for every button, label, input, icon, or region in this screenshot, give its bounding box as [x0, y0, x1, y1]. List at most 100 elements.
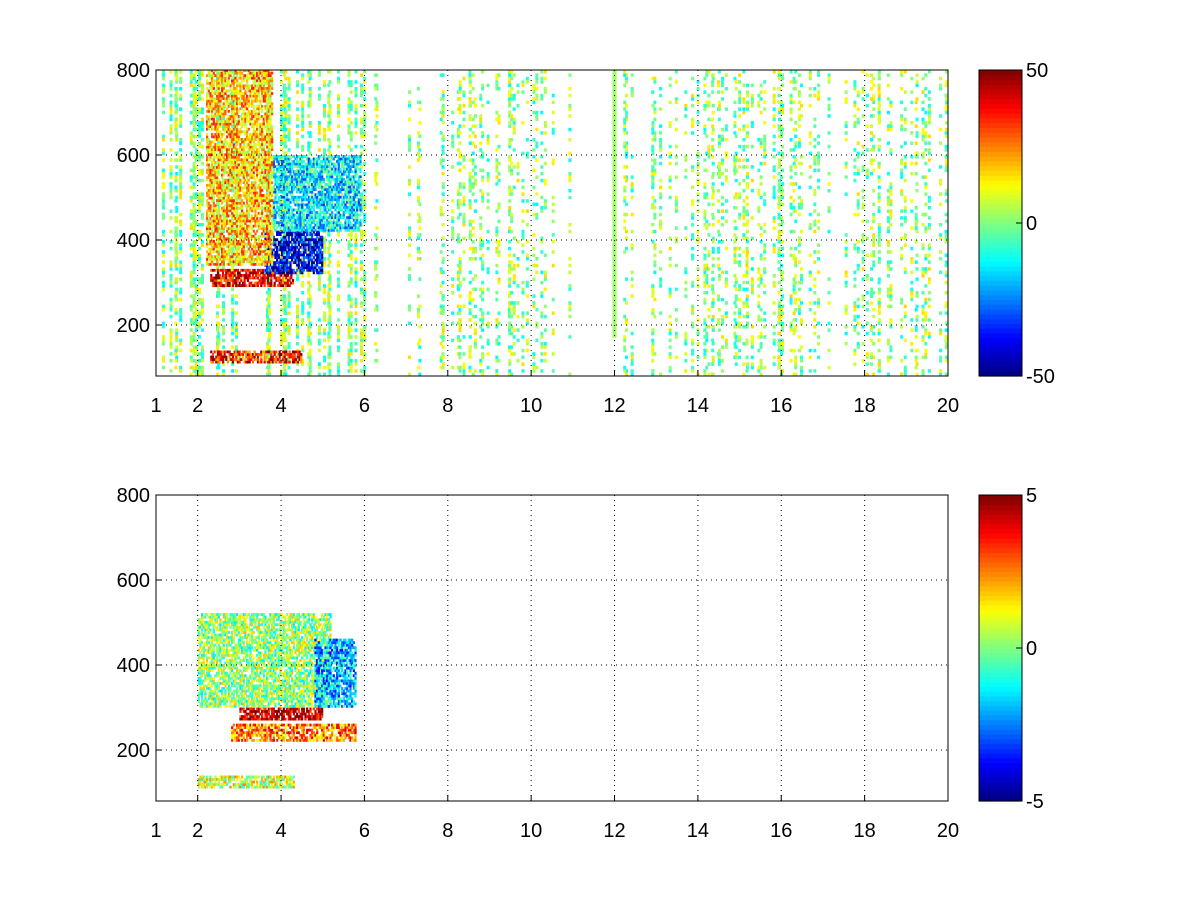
- heatmap-cell: [175, 107, 179, 111]
- heatmap-cell: [284, 134, 288, 139]
- heatmap-cell: [872, 144, 876, 149]
- heatmap-cell: [742, 304, 746, 309]
- heatmap-cell: [927, 216, 931, 220]
- heatmap-cell: [175, 335, 179, 339]
- heatmap-cell: [174, 348, 178, 353]
- heatmap-cell: [282, 294, 286, 298]
- heatmap-cell: [659, 195, 663, 200]
- heatmap-cell: [856, 172, 860, 176]
- heatmap-cell: [856, 199, 860, 203]
- heatmap-cell: [189, 212, 193, 217]
- heatmap-cell: [197, 369, 201, 373]
- heatmap-cell: [800, 301, 804, 305]
- heatmap-cell: [777, 260, 781, 264]
- feature-cell: [261, 268, 265, 272]
- heatmap-cell: [781, 253, 785, 258]
- heatmap-cell: [359, 338, 363, 343]
- heatmap-cell: [525, 100, 529, 105]
- heatmap-cell: [375, 114, 379, 118]
- heatmap-cell: [691, 338, 695, 343]
- heatmap-cell: [877, 287, 881, 292]
- heatmap-cell: [696, 209, 700, 213]
- heatmap-cell: [914, 141, 918, 145]
- heatmap-cell: [651, 311, 655, 315]
- feature-cell: [258, 279, 261, 282]
- heatmap-cell: [551, 131, 555, 135]
- heatmap-cell: [497, 73, 501, 77]
- heatmap-cell: [174, 216, 178, 220]
- heatmap-cell: [231, 189, 235, 193]
- heatmap-cell: [551, 297, 555, 302]
- heatmap-cell: [733, 240, 737, 244]
- feature-cell: [266, 276, 270, 280]
- feature-cell: [226, 279, 230, 282]
- heatmap-cell: [295, 321, 299, 326]
- heatmap-cell: [192, 365, 196, 370]
- heatmap-cell: [844, 253, 848, 258]
- heatmap-cell: [416, 342, 420, 346]
- heatmap-cell: [234, 369, 238, 373]
- heatmap-cell: [192, 144, 196, 149]
- heatmap-cell: [877, 107, 881, 111]
- heatmap-cell: [508, 308, 512, 312]
- heatmap-cell: [468, 308, 472, 312]
- heatmap-cell: [797, 348, 801, 353]
- heatmap-cell: [889, 321, 893, 326]
- heatmap-cell: [481, 134, 485, 139]
- heatmap-cell: [468, 280, 472, 285]
- heatmap-cell: [746, 304, 750, 309]
- heatmap-cell: [512, 342, 516, 346]
- heatmap-cell: [877, 233, 881, 237]
- heatmap-cell: [733, 124, 737, 128]
- heatmap-cell: [772, 97, 776, 101]
- heatmap-cell: [817, 342, 821, 346]
- heatmap-cell: [711, 76, 715, 81]
- heatmap-cell: [763, 202, 767, 207]
- heatmap-cell: [794, 219, 798, 224]
- heatmap-cell: [349, 359, 353, 363]
- heatmap-cell: [192, 100, 196, 105]
- heatmap-cell: [265, 308, 269, 312]
- heatmap-cell: [750, 93, 754, 98]
- heatmap-cell: [927, 223, 931, 227]
- heatmap-cell: [194, 175, 198, 179]
- heatmap-cell: [349, 342, 353, 346]
- heatmap-cell: [800, 321, 804, 326]
- heatmap-cell: [508, 93, 512, 98]
- heatmap-cell: [813, 331, 817, 336]
- heatmap-cell: [844, 131, 848, 135]
- heatmap-cell: [653, 253, 657, 258]
- heatmap-cell: [308, 365, 312, 370]
- heatmap-cell: [535, 202, 539, 207]
- heatmap-cell: [651, 195, 655, 200]
- heatmap-cell: [194, 338, 198, 343]
- heatmap-cell: [653, 246, 657, 251]
- heatmap-cell: [525, 348, 529, 353]
- heatmap-cell: [374, 359, 378, 363]
- heatmap-cell: [924, 318, 928, 322]
- heatmap-cell: [307, 250, 311, 254]
- heatmap-cell: [495, 318, 499, 322]
- heatmap-cell: [889, 294, 893, 298]
- heatmap-cell: [745, 355, 749, 360]
- heatmap-cell: [551, 127, 555, 132]
- heatmap-cell: [510, 308, 514, 312]
- heatmap-cell: [216, 117, 220, 122]
- heatmap-cell: [856, 321, 860, 326]
- heatmap-cell: [174, 250, 178, 254]
- heatmap-cell: [870, 87, 874, 91]
- heatmap-cell: [853, 301, 857, 305]
- heatmap-cell: [535, 212, 539, 217]
- heatmap-cell: [886, 97, 890, 101]
- heatmap-cell: [924, 175, 928, 179]
- heatmap-cell: [865, 93, 869, 98]
- heatmap-cell: [508, 80, 512, 84]
- heatmap-cell: [568, 189, 572, 193]
- heatmap-cell: [473, 338, 477, 343]
- heatmap-cell: [194, 155, 198, 159]
- heatmap-cell: [877, 192, 881, 196]
- heatmap-cell: [175, 345, 179, 349]
- heatmap-cell: [910, 76, 914, 81]
- heatmap-cell: [481, 168, 485, 173]
- heatmap-cell: [914, 100, 918, 105]
